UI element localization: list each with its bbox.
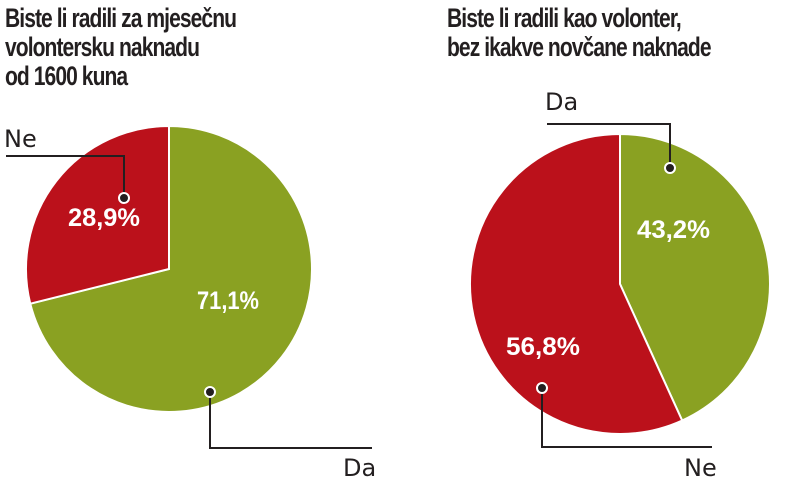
leader-line-ne-right	[541, 388, 712, 448]
title-line: bez ikakve novčane naknade	[447, 32, 712, 62]
pie-slice-da	[29, 124, 313, 413]
leader-line-da-right	[547, 123, 671, 167]
label-ne-left: Ne	[4, 125, 37, 153]
leader-dot	[664, 162, 676, 174]
leader-dot	[118, 192, 130, 204]
title-line: volontersku naknadu	[5, 32, 200, 62]
pie-slice-ne	[25, 124, 170, 305]
value-label-ne-left: 28,9%	[68, 204, 140, 232]
pie-chart-left	[25, 124, 313, 413]
chart-left-title: Biste li radili za mjesečnu volontersku …	[5, 3, 237, 91]
label-da-right: Da	[545, 88, 578, 116]
value-label-ne-right: 56,8%	[506, 333, 580, 361]
pie-slice-ne	[469, 132, 684, 435]
chart-right-title: Biste li radili kao volonter, bez ikakve…	[447, 3, 712, 62]
leader-dot	[204, 386, 216, 398]
leader-line-da-left	[209, 392, 372, 449]
value-label-da-right: 43,2%	[637, 216, 710, 244]
title-line: Biste li radili za mjesečnu	[5, 3, 237, 33]
leader-dot	[536, 382, 548, 394]
label-ne-right: Ne	[684, 454, 717, 480]
pie-chart-right	[469, 132, 771, 435]
title-line: Biste li radili kao volonter,	[447, 3, 682, 33]
pie-slice-da	[619, 132, 771, 422]
leader-line-ne-left	[6, 155, 125, 197]
label-da-left: Da	[343, 454, 376, 480]
title-line: od 1600 kuna	[5, 61, 128, 91]
value-label-da-left: 71,1%	[197, 287, 259, 315]
